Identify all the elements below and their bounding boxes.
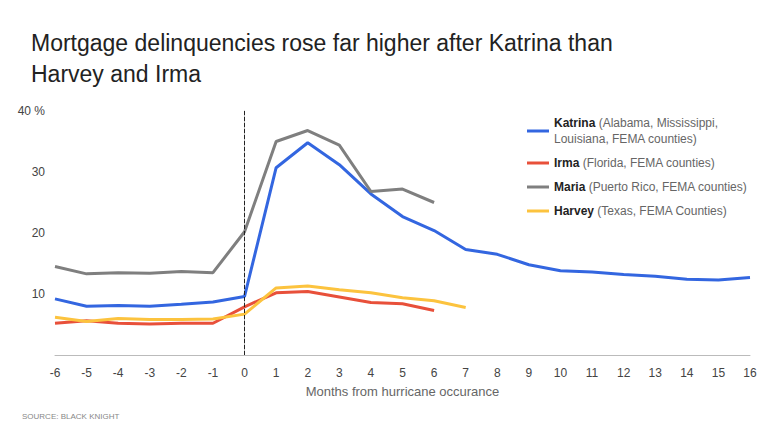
svg-text:1: 1 (273, 366, 280, 380)
svg-text:13: 13 (649, 366, 663, 380)
svg-text:2: 2 (304, 366, 311, 380)
svg-text:Louisiana, FEMA counties): Louisiana, FEMA counties) (554, 132, 697, 146)
svg-text:Mortgage delinquencies rose fa: Mortgage delinquencies rose far higher a… (31, 30, 619, 56)
svg-text:(Florida, FEMA counties): (Florida, FEMA counties) (583, 156, 715, 170)
svg-text:-6: -6 (50, 366, 61, 380)
svg-text:16: 16 (743, 366, 757, 380)
svg-text:-2: -2 (176, 366, 187, 380)
svg-text:-4: -4 (113, 366, 124, 380)
svg-text:SOURCE: BLACK KNIGHT: SOURCE: BLACK KNIGHT (22, 412, 119, 421)
svg-text:(Puerto Rico, FEMA counties): (Puerto Rico, FEMA counties) (589, 180, 747, 194)
svg-text:9: 9 (526, 366, 533, 380)
svg-text:0: 0 (241, 366, 248, 380)
svg-text:11: 11 (586, 366, 599, 380)
svg-text:10: 10 (554, 366, 568, 380)
svg-text:7: 7 (462, 366, 469, 380)
svg-text:Months from hurricane occuranc: Months from hurricane occurance (306, 384, 500, 399)
svg-text:10: 10 (32, 287, 46, 301)
svg-text:Katrina: Katrina (554, 116, 596, 130)
svg-text:3: 3 (336, 366, 343, 380)
svg-text:20: 20 (32, 226, 46, 240)
svg-text:Maria: Maria (554, 180, 586, 194)
svg-text:6: 6 (431, 366, 438, 380)
svg-text:30: 30 (32, 165, 46, 179)
svg-text:Irma: Irma (554, 156, 580, 170)
svg-text:-1: -1 (208, 366, 219, 380)
svg-text:Harvey: Harvey (554, 204, 594, 218)
svg-text:14: 14 (680, 366, 694, 380)
svg-text:5: 5 (399, 366, 406, 380)
svg-text:(Alabama, Mississippi,: (Alabama, Mississippi, (599, 116, 718, 130)
svg-text:-5: -5 (81, 366, 92, 380)
svg-text:(Texas, FEMA Counties): (Texas, FEMA Counties) (597, 204, 726, 218)
svg-text:15: 15 (712, 366, 726, 380)
svg-text:Harvey and Irma: Harvey and Irma (31, 61, 201, 87)
svg-text:8: 8 (494, 366, 501, 380)
svg-text:12: 12 (617, 366, 631, 380)
svg-text:40 %: 40 % (18, 104, 46, 118)
svg-text:-3: -3 (144, 366, 155, 380)
svg-text:4: 4 (368, 366, 375, 380)
